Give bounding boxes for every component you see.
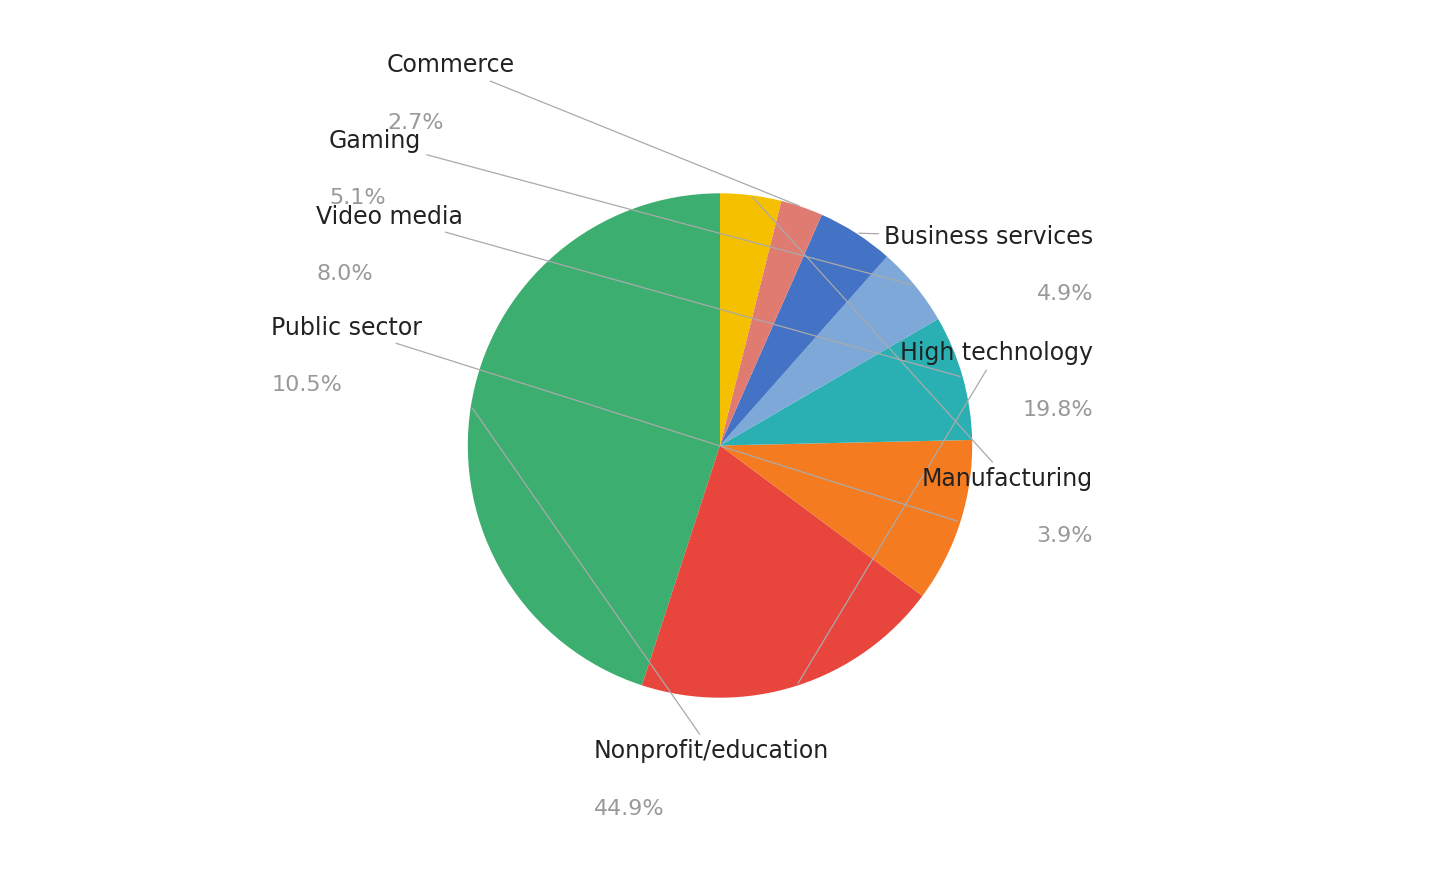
Text: 4.9%: 4.9% xyxy=(1037,284,1093,304)
Text: Gaming: Gaming xyxy=(330,129,913,285)
Text: Video media: Video media xyxy=(317,205,960,377)
Text: 44.9%: 44.9% xyxy=(593,798,664,819)
Wedge shape xyxy=(720,319,972,446)
Wedge shape xyxy=(720,193,782,446)
Text: Public sector: Public sector xyxy=(271,315,958,521)
Text: 2.7%: 2.7% xyxy=(387,112,444,133)
Text: Commerce: Commerce xyxy=(387,53,799,206)
Text: 3.9%: 3.9% xyxy=(1037,527,1093,546)
Text: 10.5%: 10.5% xyxy=(271,375,341,395)
Wedge shape xyxy=(720,257,937,446)
Text: High technology: High technology xyxy=(798,340,1093,683)
Text: 5.1%: 5.1% xyxy=(330,188,386,208)
Wedge shape xyxy=(468,193,720,685)
Text: Business services: Business services xyxy=(858,225,1093,249)
Text: Manufacturing: Manufacturing xyxy=(753,197,1093,491)
Text: Nonprofit/education: Nonprofit/education xyxy=(472,408,829,764)
Wedge shape xyxy=(720,440,972,596)
Text: 19.8%: 19.8% xyxy=(1022,400,1093,420)
Wedge shape xyxy=(642,446,923,698)
Wedge shape xyxy=(720,215,887,446)
Text: 8.0%: 8.0% xyxy=(317,264,373,284)
Wedge shape xyxy=(720,200,822,446)
